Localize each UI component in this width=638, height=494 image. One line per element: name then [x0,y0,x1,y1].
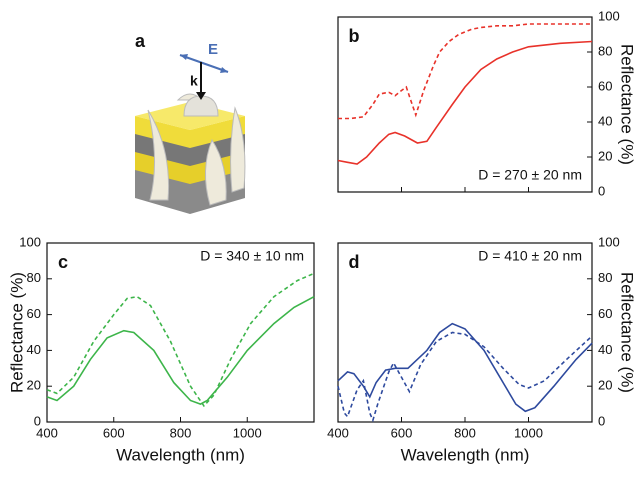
x-tick-label: 400 [327,425,349,440]
y-axis-label: Reflectance (%) [7,272,26,393]
annotation: D = 340 ± 10 nm [200,248,304,264]
panel-label: b [349,26,360,46]
petal [147,109,170,201]
x-tick-label: 1000 [233,425,262,440]
x-tick-label: 1000 [514,425,543,440]
y-tick-label: 80 [598,43,612,58]
e-label: E [208,41,218,58]
e-field-arrow [179,54,229,73]
y-tick-label: 80 [27,270,41,285]
petal [230,106,246,193]
y-axis-label: Reflectance (%) [618,44,637,165]
y-tick-label: 20 [27,378,41,393]
arrowhead [220,67,228,73]
y-tick-label: 100 [598,234,620,249]
x-tick-label: 400 [36,425,58,440]
y-tick-label: 40 [598,113,612,128]
x-tick-label: 800 [170,425,192,440]
y-tick-label: 100 [598,8,620,23]
y-tick-label: 60 [598,306,612,321]
y-tick-label: 0 [598,413,605,428]
plot-frame [46,242,315,423]
curve [337,40,593,165]
x-tick-label: 600 [391,425,413,440]
x-tick-label: 600 [103,425,125,440]
panel-label: d [349,252,360,272]
arrowhead [180,54,188,60]
y-tick-label: 20 [598,378,612,393]
x-axis-label: Wavelength (nm) [116,445,245,464]
schematic: a E k [135,31,246,214]
y-tick-label: 40 [598,342,612,357]
y-tick-label: 20 [598,148,612,163]
y-tick-label: 100 [19,234,41,249]
curve [46,295,315,405]
y-tick-label: 40 [27,342,41,357]
y-axis-label: Reflectance (%) [618,272,637,393]
panel-label: c [58,252,68,272]
y-tick-label: 60 [598,78,612,93]
curve [46,272,315,408]
k-label: k [190,73,198,89]
x-axis-label: Wavelength (nm) [401,445,530,464]
panel-label: a [135,31,146,51]
annotation: D = 270 ± 20 nm [478,167,582,183]
curve [338,23,592,120]
x-tick-label: 800 [454,425,476,440]
curve [337,331,593,423]
y-tick-label: 80 [598,270,612,285]
y-tick-label: 60 [27,306,41,321]
y-tick-label: 0 [598,183,605,198]
arrowhead [196,92,206,100]
plot-frame [337,242,593,423]
y-tick-label: 0 [34,413,41,428]
petal [204,138,227,206]
annotation: D = 410 ± 20 nm [478,248,582,264]
layer [135,116,245,148]
curve [337,322,593,413]
